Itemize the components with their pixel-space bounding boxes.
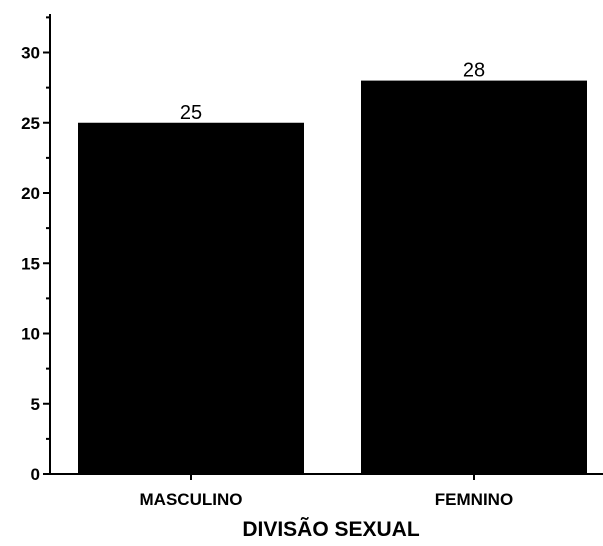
x-tick-label-masculino: MASCULINO (140, 490, 243, 509)
y-tick-label: 10 (21, 325, 40, 344)
y-tick-label: 20 (21, 184, 40, 203)
x-tick-label-femnino: FEMNINO (435, 490, 513, 509)
bar-femnino (361, 80, 587, 474)
y-ticks-group: 0 5 10 15 20 25 30 (21, 16, 475, 484)
y-tick-label: 25 (21, 114, 40, 133)
x-axis-title: DIVISÃO SEXUAL (242, 518, 420, 541)
bars-group (78, 80, 587, 474)
y-tick-label: 30 (21, 44, 40, 63)
y-tick-label: 0 (31, 465, 40, 484)
data-label-femnino: 28 (463, 60, 485, 82)
y-tick-label: 5 (31, 395, 40, 414)
data-labels-group: 25 28 (180, 60, 485, 124)
axes-group (49, 14, 603, 475)
bar-masculino (78, 122, 304, 474)
y-tick-label: 15 (21, 254, 40, 273)
x-labels-group: MASCULINO FEMNINO (140, 490, 514, 509)
data-label-masculino: 25 (180, 102, 202, 124)
